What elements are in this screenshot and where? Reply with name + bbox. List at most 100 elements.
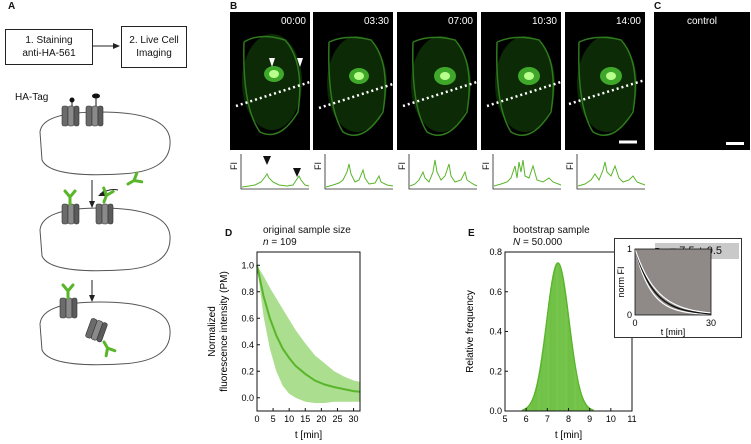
panel-e-label: E bbox=[468, 228, 475, 239]
y-tick-label: 0.0 bbox=[489, 406, 502, 416]
step2-text-2: Imaging bbox=[136, 48, 172, 59]
inset-y-tick-label: 0 bbox=[627, 310, 632, 320]
control-image: control bbox=[654, 12, 750, 150]
e-subtitle: bootstrap sample bbox=[513, 225, 590, 236]
y-tick-label: 0.6 bbox=[241, 313, 254, 323]
timestamp-4: 10:30 bbox=[531, 16, 557, 27]
y-axis-label: Normalized bbox=[207, 306, 218, 357]
x-tick-label: 20 bbox=[316, 414, 326, 424]
panel-d-label: D bbox=[225, 228, 233, 239]
x-tick-label: 30 bbox=[349, 414, 359, 424]
control-title: control bbox=[686, 16, 717, 27]
e-n-value: = 50.000 bbox=[523, 237, 563, 248]
timestamp-1: 00:00 bbox=[280, 16, 306, 27]
micrograph-frame-5: 14:00 bbox=[565, 12, 645, 150]
inset-y-label: norm FI bbox=[616, 266, 626, 297]
channel-icon bbox=[59, 297, 78, 319]
inset-curve bbox=[634, 248, 712, 314]
cell-image bbox=[568, 36, 645, 144]
micrograph-frame-1: 00:00 bbox=[230, 12, 310, 150]
fi-axis-label: FI bbox=[229, 162, 239, 170]
x-tick-label: 11 bbox=[627, 414, 636, 424]
histogram-bar bbox=[577, 383, 580, 412]
antibody-icon bbox=[63, 189, 77, 206]
x-tick-label: 9 bbox=[587, 414, 592, 424]
channel-icon bbox=[61, 203, 80, 225]
histogram-bar bbox=[578, 387, 581, 412]
d-n-value: = 109 bbox=[271, 237, 297, 248]
trafficking-diagram bbox=[39, 93, 171, 366]
x-tick-label: 5 bbox=[271, 414, 276, 424]
e-sample-size: N = 50.000 bbox=[513, 237, 562, 248]
histogram-bar bbox=[554, 266, 556, 412]
x-tick-label: 8 bbox=[566, 414, 571, 424]
x-tick-label: 7 bbox=[545, 414, 550, 424]
histogram-bar bbox=[543, 336, 546, 412]
histogram-bar bbox=[547, 311, 549, 412]
x-tick-label: 5 bbox=[502, 414, 507, 424]
arrowhead-icon bbox=[263, 156, 271, 165]
cell-membrane-1 bbox=[39, 111, 171, 176]
y-axis-label: fluorescence intensity (PM) bbox=[219, 271, 230, 392]
step2-box: 2. Live Cell Imaging bbox=[121, 26, 187, 68]
y-tick-label: 0.4 bbox=[241, 340, 254, 350]
histogram-bar bbox=[553, 270, 555, 412]
cell-image bbox=[318, 36, 393, 136]
fi-axis-label: FI bbox=[565, 162, 575, 170]
step1-box: 1. Staining anti-HA-561 bbox=[5, 29, 93, 65]
step-arrow bbox=[92, 43, 120, 49]
plot-frame bbox=[256, 251, 361, 412]
e-n-symbol: N bbox=[513, 237, 521, 248]
inset-x-label: t [min] bbox=[661, 327, 686, 337]
timestamp-3: 07:00 bbox=[447, 16, 473, 27]
distribution-curve bbox=[522, 262, 594, 411]
histogram-bar bbox=[549, 295, 551, 412]
d-subtitle: original sample size bbox=[263, 225, 351, 236]
histogram-bar bbox=[557, 262, 559, 412]
histogram-bar bbox=[540, 359, 542, 412]
histogram-bar bbox=[568, 320, 570, 412]
x-tick-label: 10 bbox=[284, 414, 294, 424]
y-axis-label: Relative frequency bbox=[465, 290, 476, 373]
histogram-bar bbox=[552, 275, 554, 412]
confidence-band bbox=[257, 265, 360, 404]
antibody-icon bbox=[98, 338, 117, 358]
inset-chart: 0 30 0 1 t [min] norm FI bbox=[616, 244, 716, 337]
panel-c-label: C bbox=[654, 1, 662, 12]
y-tick-label: 0.4 bbox=[489, 327, 502, 337]
y-tick-label: 0.0 bbox=[241, 393, 254, 403]
x-tick-label: 6 bbox=[524, 414, 529, 424]
micrograph-frame-4: 10:30 bbox=[481, 12, 561, 150]
x-axis-label: t [min] bbox=[555, 430, 582, 441]
histogram-bar bbox=[575, 372, 577, 412]
cell-image bbox=[402, 36, 477, 136]
histogram-bar bbox=[545, 328, 547, 412]
y-tick-label: 0.8 bbox=[241, 287, 254, 297]
x-tick-label: 10 bbox=[606, 414, 616, 424]
x-tick-label: 15 bbox=[300, 414, 310, 424]
histogram-bar bbox=[546, 320, 548, 412]
histogram-bar bbox=[558, 264, 560, 412]
histogram-bar bbox=[564, 288, 566, 412]
histogram-bar bbox=[569, 328, 571, 412]
cell-image bbox=[486, 36, 561, 136]
fi-axis-label: FI bbox=[481, 162, 491, 170]
internalized-channel-icon bbox=[84, 317, 109, 343]
channel-icon bbox=[61, 105, 80, 127]
x-axis-label: t [min] bbox=[295, 430, 322, 441]
cell-image bbox=[235, 34, 310, 136]
histogram-bar bbox=[548, 303, 550, 412]
x-tick-label: 25 bbox=[332, 414, 342, 424]
intensity-profile-5: FI bbox=[565, 152, 647, 192]
y-tick-label: 1.0 bbox=[241, 260, 254, 270]
histogram-bar bbox=[556, 262, 558, 412]
histogram-bar bbox=[561, 275, 564, 412]
intensity-profile-3: FI bbox=[397, 152, 479, 192]
y-tick-label: 0.6 bbox=[489, 287, 502, 297]
timestamp-5: 14:00 bbox=[615, 16, 641, 27]
histogram-bar bbox=[566, 303, 568, 412]
fi-axis-label: FI bbox=[397, 162, 407, 170]
inset-y-tick-label: 1 bbox=[627, 244, 632, 254]
y-tick-label: 0.2 bbox=[489, 366, 502, 376]
